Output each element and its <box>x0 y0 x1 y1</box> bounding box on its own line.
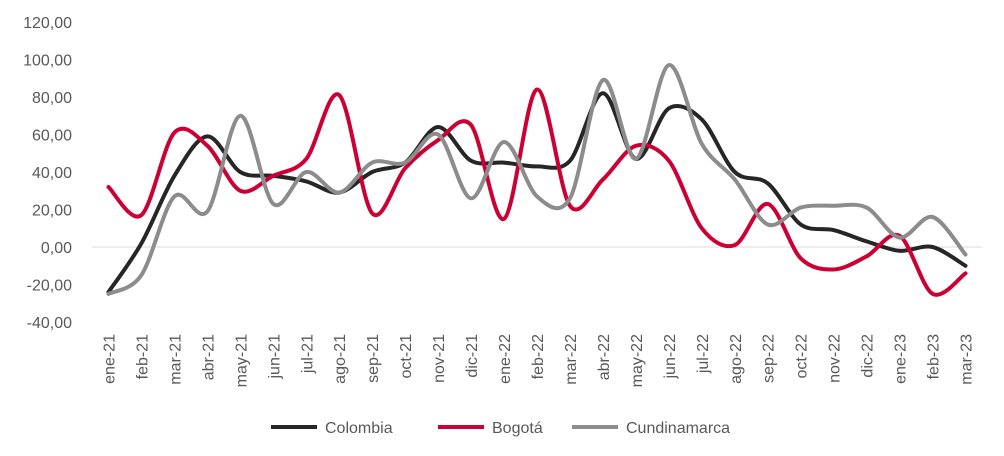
x-tick-label: abr-21 <box>200 334 217 380</box>
x-tick-label: dic-21 <box>464 334 481 378</box>
x-tick-label: nov-22 <box>827 334 844 383</box>
x-tick-label: ene-22 <box>497 334 514 384</box>
x-tick-label: ene-21 <box>101 334 118 384</box>
x-tick-label: ene-23 <box>893 334 910 384</box>
x-tick-label: feb-21 <box>134 334 151 379</box>
y-tick-label: 60,00 <box>32 128 72 145</box>
x-tick-label: jul-21 <box>299 334 316 374</box>
legend-label: Bogotá <box>492 420 543 437</box>
x-tick-label: jun-21 <box>266 334 283 380</box>
series-layer <box>106 63 968 297</box>
x-tick-label: feb-23 <box>926 334 943 379</box>
x-tick-label: jul-22 <box>695 334 712 374</box>
y-tick-label: 20,00 <box>32 203 72 220</box>
x-tick-label: mar-22 <box>563 334 580 385</box>
x-tick-label: may-22 <box>629 334 646 387</box>
x-tick-label: dic-22 <box>860 334 877 378</box>
y-tick-label: -20,00 <box>27 278 72 295</box>
legend-label: Cundinamarca <box>626 420 730 437</box>
y-tick-label: 40,00 <box>32 165 72 182</box>
x-tick-label: mar-23 <box>959 334 976 385</box>
series-line-bogota <box>106 87 968 297</box>
x-tick-label: abr-22 <box>596 334 613 380</box>
x-tick-label: oct-22 <box>794 334 811 379</box>
x-tick-label: sep-21 <box>365 334 382 383</box>
x-tick-label: ago-22 <box>728 334 745 384</box>
x-tick-label: ago-21 <box>332 334 349 384</box>
x-tick-label: may-21 <box>233 334 250 387</box>
legend: Colombia Bogotá Cundinamarca <box>271 420 730 437</box>
x-tick-label: jun-22 <box>662 334 679 380</box>
legend-label: Colombia <box>325 420 393 437</box>
y-axis: 120,00 100,00 80,00 60,00 40,00 20,00 0,00 -20,… <box>23 15 982 332</box>
x-tick-label: sep-22 <box>761 334 778 383</box>
x-tick-label: mar-21 <box>167 334 184 385</box>
y-tick-label: 0,00 <box>41 240 72 257</box>
y-tick-label: 80,00 <box>32 90 72 107</box>
y-tick-label: 100,00 <box>23 53 72 70</box>
y-tick-label: 120,00 <box>23 15 72 32</box>
x-axis: ene-21 feb-21 mar-21 abr-21 may-21 jun-21 jul-… <box>101 334 975 387</box>
y-tick-label: -40,00 <box>27 315 72 332</box>
series-line-cundinamarca <box>106 63 968 296</box>
series-line-colombia <box>106 91 968 294</box>
x-tick-label: feb-22 <box>530 334 547 379</box>
x-tick-label: nov-21 <box>431 334 448 383</box>
x-tick-label: oct-21 <box>398 334 415 379</box>
